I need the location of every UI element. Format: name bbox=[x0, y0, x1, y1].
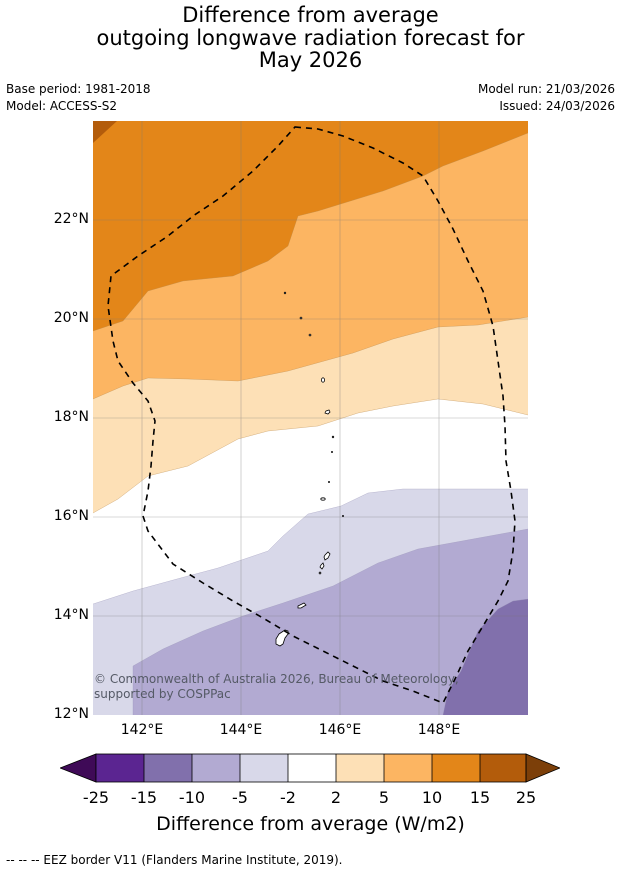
lat-label-18n: 18°N bbox=[53, 409, 89, 425]
meta-left: Base period: 1981-2018 Model: ACCESS-S2 bbox=[6, 81, 151, 115]
colorbar-tick-9: 15 bbox=[469, 788, 491, 807]
base-period: Base period: 1981-2018 bbox=[6, 82, 151, 96]
colorbar-bin-7 bbox=[384, 754, 432, 782]
lon-label-142e: 142°E bbox=[120, 722, 164, 738]
colorbar-bin-5 bbox=[288, 754, 336, 782]
meta-right: Model run: 21/03/2026 Issued: 24/03/2026 bbox=[478, 81, 615, 115]
colorbar-tick-8: 10 bbox=[421, 788, 443, 807]
colorbar-tick-2: -15 bbox=[130, 788, 158, 807]
lat-label-22n: 22°N bbox=[53, 211, 89, 227]
colorbar-tick-3: -10 bbox=[178, 788, 206, 807]
title-line-3: May 2026 bbox=[258, 48, 363, 72]
eez-border bbox=[107, 126, 516, 705]
colorbar-tick-6: 2 bbox=[330, 788, 342, 807]
colorbar-extend-high bbox=[525, 753, 560, 783]
graticule bbox=[93, 121, 528, 715]
olr-anomaly-map bbox=[93, 121, 528, 715]
lat-label-12n: 12°N bbox=[53, 706, 89, 722]
title-line-2: outgoing longwave radiation forecast for bbox=[96, 25, 525, 50]
band-15-to-25 bbox=[93, 121, 117, 143]
colorbar-tick-7: 5 bbox=[378, 788, 390, 807]
title-line-1: Difference from average bbox=[182, 3, 439, 27]
colorbar-bin-3 bbox=[192, 754, 240, 782]
colorbar-bin-9 bbox=[480, 754, 526, 782]
colorbar bbox=[60, 753, 560, 783]
colorbar-bin-2 bbox=[144, 754, 192, 782]
colorbar-bin-6 bbox=[336, 754, 384, 782]
island-outlines bbox=[275, 291, 344, 647]
lat-label-14n: 14°N bbox=[53, 607, 89, 623]
issued-date: Issued: 24/03/2026 bbox=[499, 99, 615, 113]
colorbar-bin-8 bbox=[432, 754, 480, 782]
band-minus10-to-minus5 bbox=[133, 529, 528, 715]
colorbar-label: Difference from average (W/m2) bbox=[156, 813, 465, 835]
colorbar-bin-1 bbox=[96, 754, 144, 782]
lon-label-146e: 146°E bbox=[318, 722, 362, 738]
eez-legend: -- -- -- EEZ border V11 (Flanders Marine… bbox=[6, 853, 343, 867]
copyright-notice: © Commonwealth of Australia 2026, Bureau… bbox=[94, 672, 459, 701]
colorbar-tick-1: -25 bbox=[82, 788, 110, 807]
model-name: Model: ACCESS-S2 bbox=[6, 99, 118, 113]
colorbar-extend-low bbox=[60, 753, 97, 783]
colorbar-tick-10: 25 bbox=[515, 788, 537, 807]
band-minus15-to-minus10 bbox=[443, 599, 528, 715]
lon-label-148e: 148°E bbox=[417, 722, 461, 738]
lat-label-20n: 20°N bbox=[53, 310, 89, 326]
model-run: Model run: 21/03/2026 bbox=[477, 82, 615, 96]
lon-label-144e: 144°E bbox=[219, 722, 263, 738]
lat-label-16n: 16°N bbox=[53, 508, 89, 524]
map-title: Difference from average outgoing longwav… bbox=[0, 4, 621, 72]
colorbar-tick-4: -5 bbox=[232, 788, 248, 807]
colorbar-tick-5: -2 bbox=[280, 788, 296, 807]
colorbar-bin-4 bbox=[240, 754, 288, 782]
